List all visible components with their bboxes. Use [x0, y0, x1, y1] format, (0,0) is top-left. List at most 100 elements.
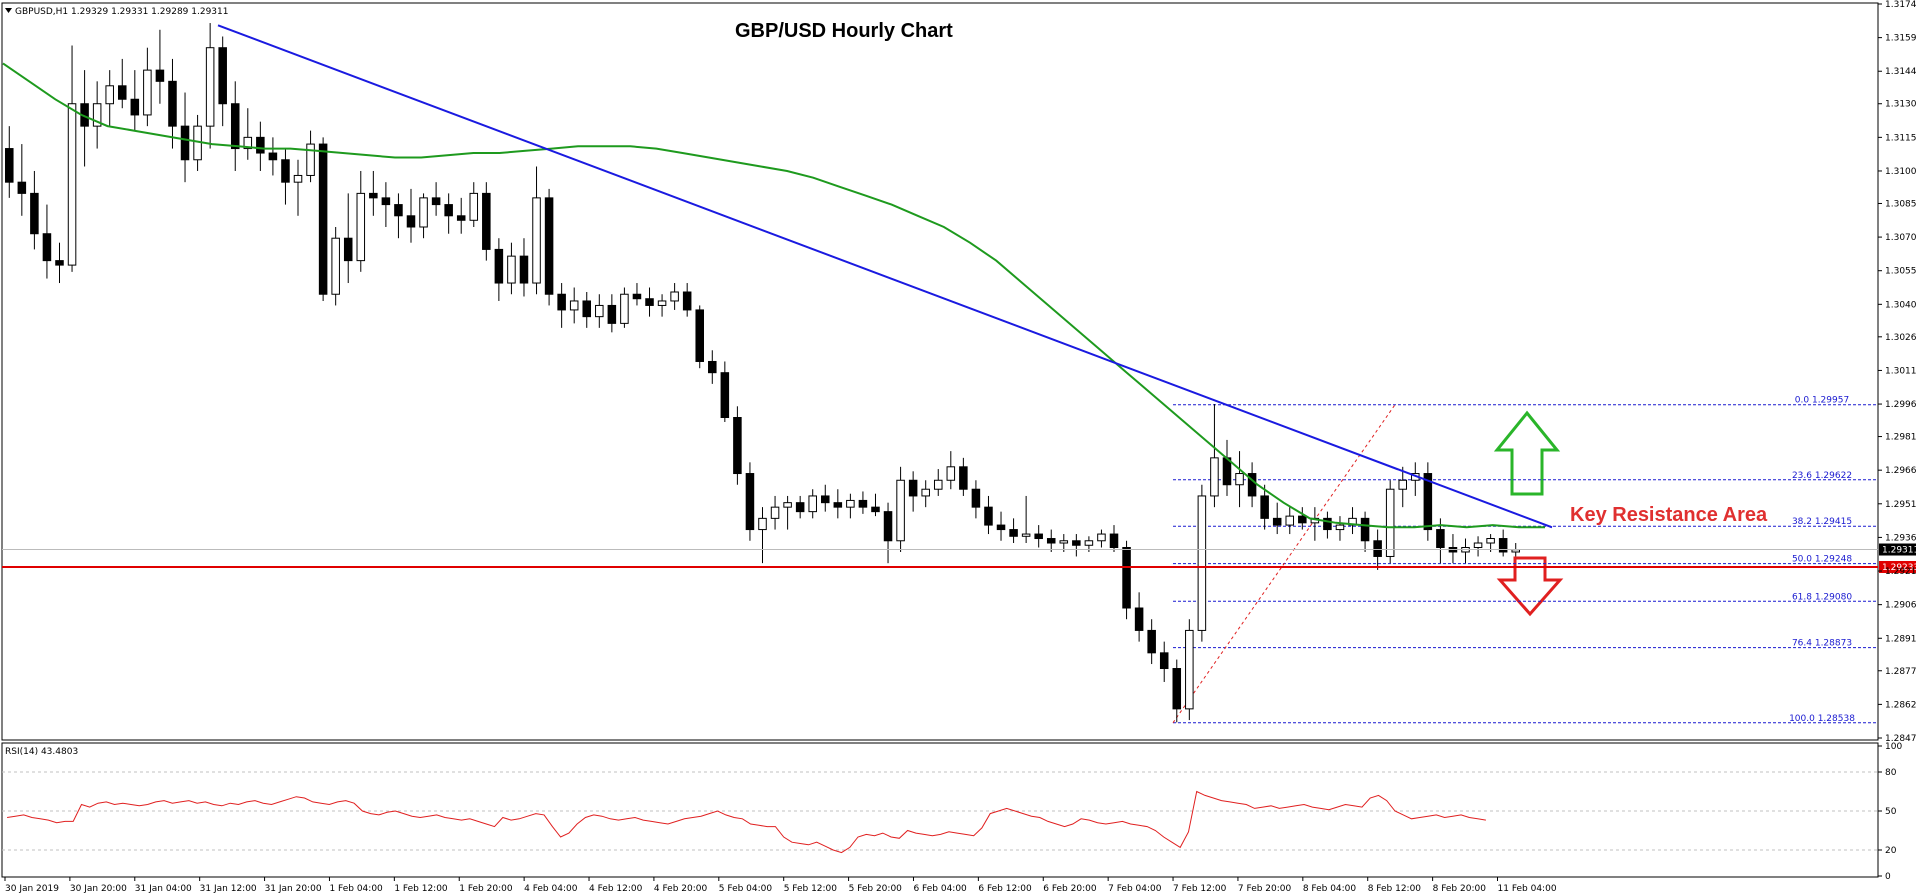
candle-body — [1185, 629, 1194, 710]
candle-body — [569, 300, 579, 311]
candle-body — [858, 499, 868, 508]
current-price-label: 1.29311 — [1882, 546, 1916, 556]
y-tick-label: 1.31000 — [1885, 167, 1916, 177]
support-price-label: 1.29233 — [1882, 563, 1916, 573]
candle-body — [1473, 542, 1483, 548]
x-tick-label: 31 Jan 12:00 — [200, 884, 257, 894]
x-tick-label: 1 Feb 12:00 — [394, 884, 448, 894]
candle-body — [117, 85, 127, 100]
candle-body — [1072, 540, 1081, 546]
candle-body — [180, 125, 190, 161]
candle-body — [883, 511, 893, 542]
y-tick-label: 1.29365 — [1885, 533, 1916, 543]
candle-body — [1034, 533, 1043, 540]
candle-body — [808, 495, 817, 513]
moving-average-line — [2, 62, 1545, 529]
candle-body — [256, 136, 265, 154]
candle-body — [130, 98, 140, 116]
candle-body — [482, 192, 491, 250]
candle-body — [17, 181, 27, 194]
y-tick-label: 1.29215 — [1885, 567, 1916, 577]
candle-body — [1486, 538, 1495, 544]
candle-body — [846, 499, 855, 508]
current-price-box — [1879, 543, 1916, 556]
x-tick-label: 8 Feb 20:00 — [1433, 884, 1487, 894]
candle-body — [419, 197, 428, 228]
x-tick-label: 31 Jan 04:00 — [135, 884, 192, 894]
candle-body — [406, 215, 416, 228]
y-tick-label: 1.31300 — [1885, 100, 1916, 110]
candle-body — [720, 372, 730, 419]
y-tick-label: 1.29065 — [1885, 601, 1916, 611]
candle-body — [946, 466, 956, 481]
candle-body — [281, 159, 290, 183]
x-tick-label: 11 Feb 04:00 — [1498, 884, 1557, 894]
candle-body — [268, 152, 278, 161]
candle-body — [507, 255, 516, 284]
y-tick-label: 1.30110 — [1885, 366, 1916, 376]
x-tick-label: 6 Feb 04:00 — [913, 884, 967, 894]
resistance-trendline — [217, 24, 1553, 529]
candle-body — [1147, 629, 1156, 654]
y-tick-label: 1.29960 — [1885, 400, 1916, 410]
candle-body — [933, 479, 943, 490]
candle-body — [1436, 529, 1445, 548]
candle-body — [1084, 540, 1094, 546]
candle-body — [1197, 495, 1207, 631]
rsi-panel-frame — [1, 742, 1879, 878]
candle-body — [984, 506, 993, 526]
fib-level-label: 61.8 1.29080 — [1792, 592, 1852, 602]
candle-body — [369, 192, 378, 199]
candle-body — [1235, 473, 1244, 486]
rsi-tick-label: 20 — [1885, 846, 1897, 856]
fib-level-label: 100.0 1.28538 — [1789, 714, 1855, 724]
key-resistance-label: Key Resistance Area — [1570, 504, 1768, 526]
candle-body — [959, 466, 968, 490]
y-tick-label: 1.28470 — [1885, 734, 1916, 744]
x-tick-label: 4 Feb 12:00 — [589, 884, 643, 894]
fib-level-label: 76.4 1.28873 — [1792, 639, 1852, 649]
x-tick-label: 1 Feb 04:00 — [329, 884, 383, 894]
dropdown-arrow-icon[interactable] — [5, 8, 12, 13]
candle-body — [394, 204, 403, 217]
support-price-box — [1879, 560, 1916, 573]
x-tick-label: 8 Feb 12:00 — [1368, 884, 1422, 894]
candle-body — [1285, 515, 1295, 526]
candle-body — [1109, 533, 1119, 548]
y-tick-label: 1.30260 — [1885, 333, 1916, 343]
y-tick-label: 1.31150 — [1885, 133, 1916, 143]
candle-body — [67, 103, 77, 266]
candle-body — [356, 192, 366, 262]
candle-body — [921, 488, 930, 497]
candle-body — [456, 215, 466, 221]
candle-body — [1247, 473, 1257, 497]
candle-body — [770, 506, 780, 519]
candle-body — [1373, 540, 1382, 557]
candle-body — [557, 293, 566, 311]
candle-body — [996, 524, 1006, 531]
candle-body — [1210, 457, 1219, 497]
y-tick-label: 1.30555 — [1885, 267, 1916, 277]
candle-body — [469, 192, 479, 221]
candle-body — [1498, 538, 1508, 553]
y-tick-label: 1.30405 — [1885, 300, 1916, 310]
x-tick-label: 1 Feb 20:00 — [459, 884, 513, 894]
x-tick-label: 4 Feb 20:00 — [654, 884, 708, 894]
candle-body — [871, 506, 880, 513]
fib-level-label: 38.2 1.29415 — [1792, 517, 1852, 527]
candle-body — [343, 237, 353, 262]
up-arrow-icon — [1493, 410, 1561, 496]
candle-body — [607, 304, 617, 324]
candle-body — [293, 174, 303, 183]
candle-body — [1009, 529, 1018, 537]
x-tick-label: 5 Feb 12:00 — [784, 884, 838, 894]
candle-body — [306, 143, 315, 176]
x-tick-label: 30 Jan 2019 — [5, 884, 59, 894]
rsi-tick-label: 50 — [1885, 807, 1897, 817]
candle-body — [758, 517, 767, 531]
candle-body — [30, 192, 39, 235]
candle-body — [1272, 517, 1282, 526]
y-tick-label: 1.28770 — [1885, 667, 1916, 677]
candle-body — [1298, 515, 1307, 524]
